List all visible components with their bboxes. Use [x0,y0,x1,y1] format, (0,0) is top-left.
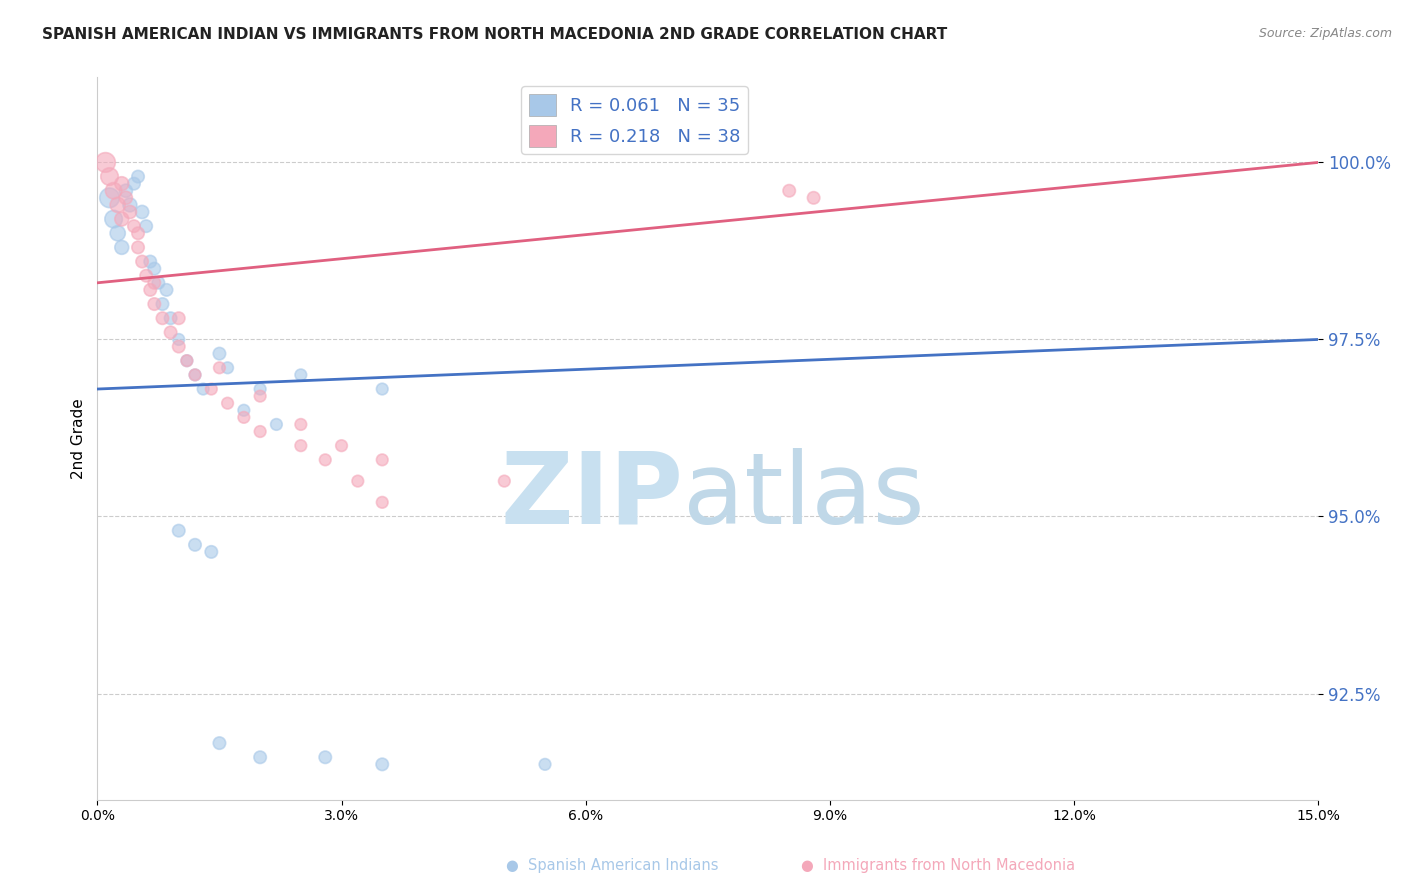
Point [232,403,254,417]
Point [266,417,288,432]
Point [122,177,145,191]
Point [208,360,231,375]
Point [118,205,141,219]
Point [184,538,207,552]
Point [803,191,825,205]
Point [200,545,222,559]
Point [103,184,125,198]
Point [111,177,134,191]
Point [143,261,166,276]
Text: ZIP: ZIP [501,448,683,545]
Point [290,439,312,453]
Point [131,254,153,268]
Point [98,169,121,184]
Point [371,757,394,772]
Point [208,346,231,360]
Point [103,212,125,227]
Text: atlas: atlas [683,448,925,545]
Point [232,410,254,425]
Text: SPANISH AMERICAN INDIAN VS IMMIGRANTS FROM NORTH MACEDONIA 2ND GRADE CORRELATION: SPANISH AMERICAN INDIAN VS IMMIGRANTS FR… [42,27,948,42]
Point [290,417,312,432]
Point [148,276,170,290]
Text: ●  Immigrants from North Macedonia: ● Immigrants from North Macedonia [801,858,1076,872]
Point [135,219,157,234]
Point [139,254,162,268]
Point [115,184,138,198]
Point [314,453,336,467]
Point [115,191,138,205]
Point [191,382,214,396]
Point [107,198,129,212]
Point [371,453,394,467]
Legend: R = 0.061   N = 35, R = 0.218   N = 38: R = 0.061 N = 35, R = 0.218 N = 38 [522,87,748,154]
Point [176,353,198,368]
Point [167,524,190,538]
Point [371,495,394,509]
Point [184,368,207,382]
Point [152,311,174,326]
Point [314,750,336,764]
Point [778,184,800,198]
Point [330,439,353,453]
Point [139,283,162,297]
Point [167,339,190,353]
Point [249,389,271,403]
Point [346,474,368,488]
Text: ●  Spanish American Indians: ● Spanish American Indians [506,858,718,872]
Point [111,240,134,254]
Point [143,297,166,311]
Y-axis label: 2nd Grade: 2nd Grade [72,398,86,479]
Point [127,240,149,254]
Point [155,283,177,297]
Point [159,311,181,326]
Point [143,276,166,290]
Point [94,155,117,169]
Point [184,368,207,382]
Point [152,297,174,311]
Point [249,425,271,439]
Point [122,219,145,234]
Point [534,757,557,772]
Text: Source: ZipAtlas.com: Source: ZipAtlas.com [1258,27,1392,40]
Point [167,311,190,326]
Point [107,226,129,240]
Point [217,360,239,375]
Point [131,205,153,219]
Point [98,191,121,205]
Point [249,750,271,764]
Point [159,326,181,340]
Point [371,382,394,396]
Point [200,382,222,396]
Point [208,736,231,750]
Point [176,353,198,368]
Point [111,212,134,227]
Point [127,169,149,184]
Point [494,474,516,488]
Point [249,382,271,396]
Point [118,198,141,212]
Point [290,368,312,382]
Point [127,226,149,240]
Point [167,333,190,347]
Point [217,396,239,410]
Point [135,268,157,283]
